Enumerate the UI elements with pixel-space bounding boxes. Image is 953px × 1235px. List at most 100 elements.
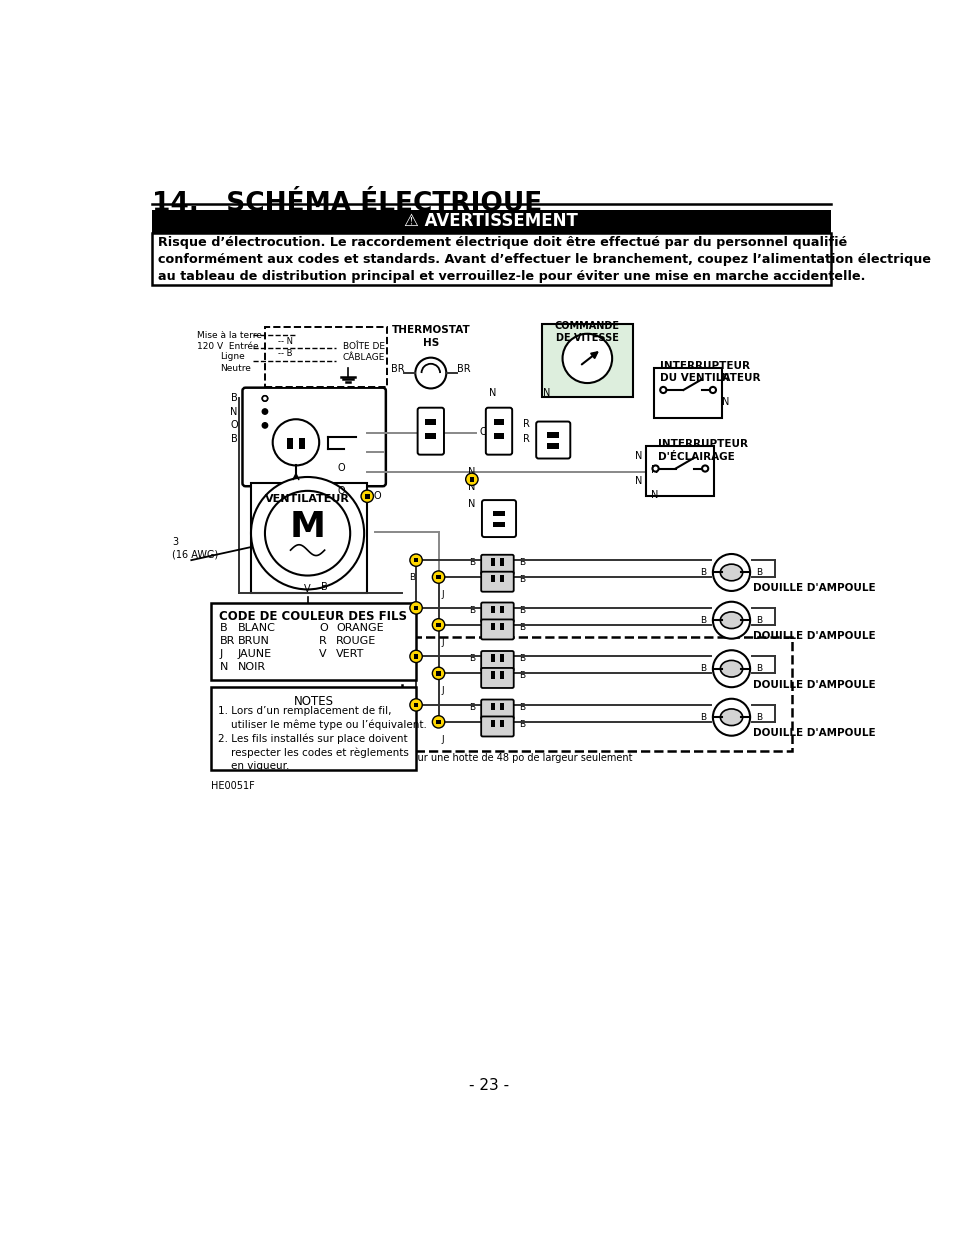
- Text: B: B: [469, 605, 476, 615]
- Text: J: J: [440, 687, 443, 695]
- Text: N: N: [635, 451, 641, 461]
- Text: Mise à la terre: Mise à la terre: [196, 331, 261, 340]
- Text: B: B: [700, 664, 706, 673]
- FancyBboxPatch shape: [480, 603, 513, 622]
- FancyBboxPatch shape: [480, 716, 513, 736]
- Circle shape: [659, 387, 666, 393]
- Text: ⚠ AVERTISSEMENT: ⚠ AVERTISSEMENT: [404, 212, 578, 231]
- FancyBboxPatch shape: [480, 555, 513, 574]
- Text: N: N: [220, 662, 228, 672]
- Text: Risque d’électrocution. Le raccordement électrique doit être effectué par du per: Risque d’électrocution. Le raccordement …: [158, 236, 930, 283]
- Bar: [251, 483, 367, 593]
- Text: DOUILLE D'AMPOULE: DOUILLE D'AMPOULE: [753, 631, 875, 641]
- Circle shape: [410, 699, 422, 711]
- Bar: [402, 637, 791, 751]
- Text: -- N: -- N: [278, 337, 293, 346]
- Text: N: N: [650, 466, 658, 475]
- FancyBboxPatch shape: [480, 668, 513, 688]
- Text: N: N: [542, 388, 550, 398]
- Text: B: B: [518, 671, 525, 680]
- Circle shape: [709, 387, 716, 393]
- Text: INTERRUPTEUR
D'ÉCLAIRAGE: INTERRUPTEUR D'ÉCLAIRAGE: [658, 440, 747, 462]
- Text: B: B: [518, 558, 525, 567]
- Text: 120 V  Entrée: 120 V Entrée: [196, 342, 258, 351]
- FancyBboxPatch shape: [480, 620, 513, 640]
- Text: B: B: [321, 582, 328, 592]
- Bar: [499, 574, 503, 583]
- Text: VERT: VERT: [335, 648, 364, 658]
- Text: J: J: [220, 648, 223, 658]
- Bar: [491, 671, 495, 679]
- Bar: [499, 703, 503, 710]
- Bar: [425, 433, 436, 440]
- Bar: [491, 605, 495, 614]
- Text: BR: BR: [220, 636, 235, 646]
- Circle shape: [432, 619, 444, 631]
- Bar: [211, 603, 416, 679]
- Text: B: B: [518, 622, 525, 631]
- Text: B: B: [756, 616, 761, 625]
- FancyBboxPatch shape: [654, 368, 721, 417]
- Text: V: V: [319, 648, 327, 658]
- Bar: [414, 703, 418, 708]
- Circle shape: [262, 422, 268, 429]
- Text: B: B: [231, 435, 237, 445]
- Text: B: B: [469, 703, 476, 711]
- Bar: [493, 433, 504, 440]
- Text: B: B: [518, 720, 525, 729]
- Circle shape: [415, 358, 446, 389]
- Bar: [491, 720, 495, 727]
- Bar: [365, 494, 369, 499]
- Text: HE0051F: HE0051F: [211, 782, 254, 792]
- Text: O: O: [479, 426, 487, 436]
- Ellipse shape: [720, 564, 741, 580]
- Bar: [414, 558, 418, 562]
- Bar: [152, 233, 830, 285]
- Text: BRUN: BRUN: [237, 636, 270, 646]
- Bar: [469, 477, 474, 482]
- Text: N: N: [721, 398, 729, 408]
- Text: Ligne: Ligne: [220, 352, 245, 362]
- Circle shape: [712, 699, 749, 736]
- Text: DOUILLE D'AMPOULE: DOUILLE D'AMPOULE: [753, 727, 875, 739]
- Text: THERMOSTAT
HS: THERMOSTAT HS: [391, 325, 470, 348]
- Bar: [298, 437, 305, 448]
- Circle shape: [465, 473, 477, 485]
- Circle shape: [262, 409, 268, 414]
- Circle shape: [410, 601, 422, 614]
- Text: O: O: [230, 420, 237, 431]
- Bar: [436, 720, 440, 724]
- Circle shape: [712, 651, 749, 687]
- Bar: [499, 671, 503, 679]
- Ellipse shape: [720, 661, 741, 677]
- Bar: [436, 622, 440, 627]
- Bar: [541, 324, 633, 396]
- Text: B: B: [409, 718, 415, 727]
- Text: N: N: [468, 482, 475, 492]
- Text: N: N: [488, 388, 496, 398]
- Text: V: V: [304, 584, 311, 594]
- Bar: [493, 521, 505, 527]
- Text: JAUNE: JAUNE: [237, 648, 272, 658]
- Text: ROUGE: ROUGE: [335, 636, 376, 646]
- Ellipse shape: [720, 611, 741, 629]
- Bar: [436, 574, 440, 579]
- Ellipse shape: [720, 709, 741, 725]
- Text: NOIR: NOIR: [237, 662, 266, 672]
- Text: B: B: [756, 713, 761, 721]
- Text: 2. Les fils installés sur place doivent
    respecter les codes et règlements
  : 2. Les fils installés sur place doivent …: [218, 734, 409, 771]
- Text: R: R: [319, 636, 327, 646]
- Text: DOUILLE D'AMPOULE: DOUILLE D'AMPOULE: [753, 679, 875, 689]
- FancyBboxPatch shape: [417, 408, 443, 454]
- Text: B: B: [756, 664, 761, 673]
- Text: N: N: [721, 373, 729, 383]
- Text: CODE DE COULEUR DES FILS: CODE DE COULEUR DES FILS: [219, 610, 407, 624]
- Bar: [211, 687, 416, 771]
- Circle shape: [432, 667, 444, 679]
- Bar: [491, 574, 495, 583]
- Text: 1. Lors d’un remplacement de fil,
    utiliser le même type ou l’équivalent.: 1. Lors d’un remplacement de fil, utilis…: [218, 705, 427, 730]
- Circle shape: [262, 395, 268, 401]
- Text: J: J: [440, 590, 443, 599]
- Bar: [152, 210, 830, 233]
- Bar: [546, 432, 558, 437]
